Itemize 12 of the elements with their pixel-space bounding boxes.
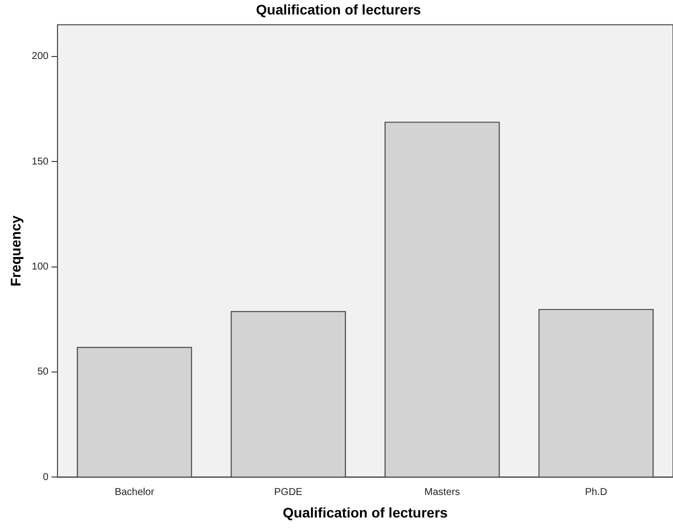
- y-axis-title: Frequency: [7, 215, 24, 286]
- x-axis-title: Qualification of lecturers: [282, 504, 448, 520]
- y-tick-label: 0: [42, 472, 49, 483]
- y-tick-label: 100: [32, 262, 49, 273]
- x-tick-label: PGDE: [274, 486, 303, 498]
- y-tick-label: 200: [32, 51, 49, 62]
- x-tick-label: Ph.D: [584, 486, 608, 498]
- y-tick-label: 150: [32, 156, 49, 168]
- x-tick-label: Bachelor: [114, 486, 155, 498]
- chart-title: Qualification of lecturers: [256, 1, 422, 18]
- x-tick-label: Masters: [424, 486, 460, 498]
- y-tick-label: 50: [37, 366, 49, 378]
